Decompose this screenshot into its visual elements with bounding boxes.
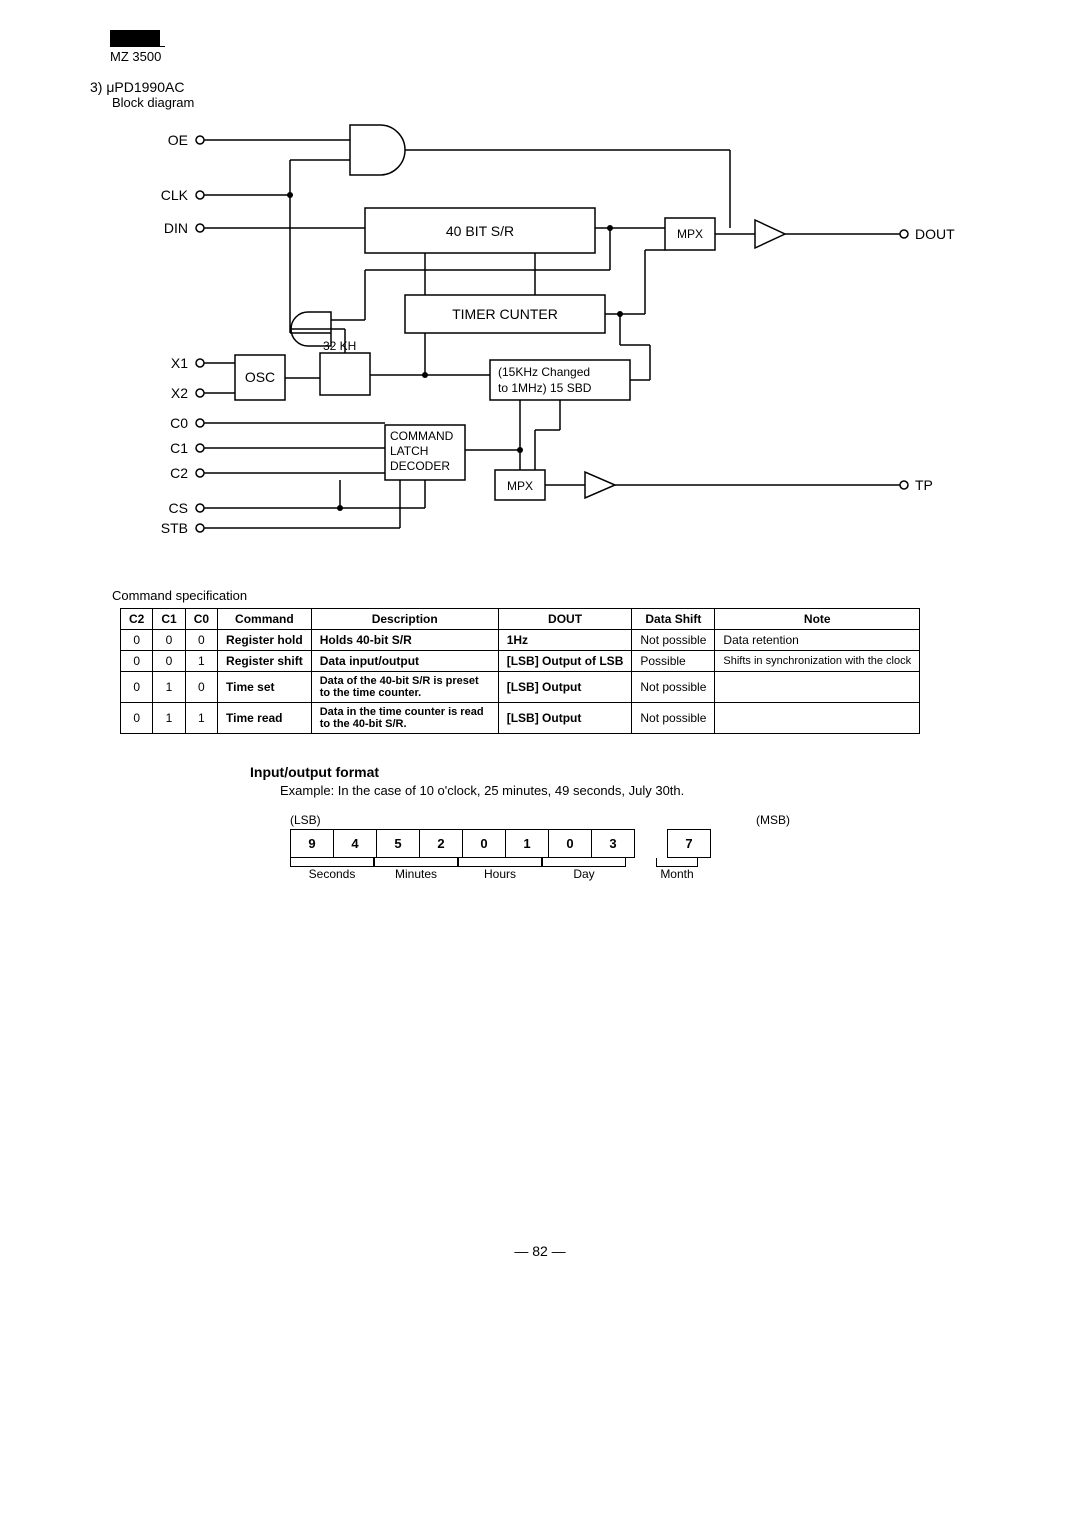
pin-stb-label: STB xyxy=(161,520,188,536)
pin-cs-label: CS xyxy=(169,500,188,516)
table-row: 0 0 1 Register shift Data input/output [… xyxy=(121,651,920,672)
header-black-bar xyxy=(110,30,160,46)
seconds-label: Seconds xyxy=(309,867,356,881)
col-dout: DOUT xyxy=(498,609,632,630)
pin-dout-label: DOUT xyxy=(915,226,955,242)
io-cell: 4 xyxy=(334,830,377,858)
block-diagram: .l { stroke:#000; stroke-width:1.5; fill… xyxy=(140,120,960,550)
io-format-title: Input/output format xyxy=(250,764,1020,780)
io-cell: 0 xyxy=(549,830,592,858)
io-cell: 5 xyxy=(377,830,420,858)
io-format-diagram: (LSB) (MSB) 9 4 5 2 0 1 0 3 7 Seconds Mi… xyxy=(290,813,1020,893)
pin-c0-label: C0 xyxy=(170,415,188,431)
pin-x1-label: X1 xyxy=(171,355,188,371)
cmd-spec-table: C2 C1 C0 Command Description DOUT Data S… xyxy=(120,608,920,734)
freq-line1: (15KHz Changed xyxy=(498,365,590,379)
io-cell: 0 xyxy=(463,830,506,858)
mpx1-label: MPX xyxy=(677,227,703,241)
lsb-label: (LSB) xyxy=(290,813,321,827)
col-datashift: Data Shift xyxy=(632,609,715,630)
table-row: 0 0 0 Register hold Holds 40-bit S/R 1Hz… xyxy=(121,630,920,651)
col-c2: C2 xyxy=(121,609,153,630)
pin-oe-label: OE xyxy=(168,132,188,148)
col-description: Description xyxy=(311,609,498,630)
io-gap xyxy=(635,830,668,858)
pin-clk-label: CLK xyxy=(161,187,189,203)
timer-block-label: TIMER CUNTER xyxy=(452,306,558,322)
io-format-example: Example: In the case of 10 o'clock, 25 m… xyxy=(280,783,1020,798)
table-row: 0 1 0 Time set Data of the 40-bit S/R is… xyxy=(121,672,920,703)
io-cell: 1 xyxy=(506,830,549,858)
msb-label: (MSB) xyxy=(756,813,790,827)
section-subtitle: Block diagram xyxy=(112,95,1020,110)
minutes-label: Minutes xyxy=(395,867,437,881)
pin-din-label: DIN xyxy=(164,220,188,236)
io-cell: 3 xyxy=(592,830,635,858)
cmd-spec-title: Command specification xyxy=(112,588,1020,603)
pin-c2-label: C2 xyxy=(170,465,188,481)
io-cell: 7 xyxy=(668,830,711,858)
col-command: Command xyxy=(218,609,312,630)
model-label: MZ 3500 xyxy=(110,46,165,64)
pin-tp-label: TP xyxy=(915,477,933,493)
section-number: 3) μPD1990AC xyxy=(90,79,1020,95)
col-c0: C0 xyxy=(185,609,217,630)
osc-note-label: 32 KH xyxy=(323,339,356,353)
cmd-line1: COMMAND xyxy=(390,429,454,443)
col-note: Note xyxy=(715,609,920,630)
freq-line2: to 1MHz) 15 SBD xyxy=(498,381,592,395)
pin-x2-label: X2 xyxy=(171,385,188,401)
io-cell: 9 xyxy=(291,830,334,858)
mpx2-label: MPX xyxy=(507,479,533,493)
cmd-line2: LATCH xyxy=(390,444,428,458)
sr-block-label: 40 BIT S/R xyxy=(446,223,514,239)
day-label: Day xyxy=(573,867,594,881)
io-cell: 2 xyxy=(420,830,463,858)
col-c1: C1 xyxy=(153,609,185,630)
cmd-line3: DECODER xyxy=(390,459,450,473)
month-label: Month xyxy=(660,867,693,881)
pin-c1-label: C1 xyxy=(170,440,188,456)
table-row: 0 1 1 Time read Data in the time counter… xyxy=(121,703,920,734)
hours-label: Hours xyxy=(484,867,516,881)
page-number: — 82 — xyxy=(60,1243,1020,1259)
osc-label: OSC xyxy=(245,369,275,385)
